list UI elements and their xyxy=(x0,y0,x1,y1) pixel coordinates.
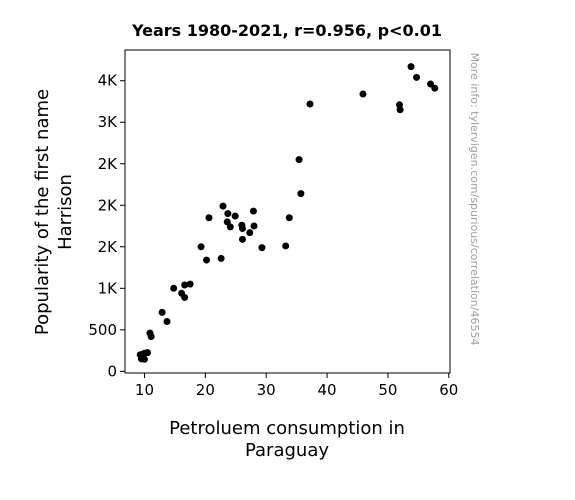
x-tick-label: 10 xyxy=(135,381,154,399)
data-point xyxy=(219,202,227,210)
data-point xyxy=(217,254,225,262)
data-point xyxy=(158,308,166,316)
data-point xyxy=(181,281,189,289)
data-point xyxy=(140,355,148,363)
data-point xyxy=(224,210,232,218)
y-tick-label: 1K xyxy=(98,279,119,297)
y-tick-label: 4K xyxy=(98,72,119,90)
data-point xyxy=(297,190,305,198)
y-tick-label: 2K xyxy=(98,196,119,214)
x-tick-label: 50 xyxy=(378,381,397,399)
y-axis-label-line-1: Popularity of the first name xyxy=(32,89,53,335)
x-axis-label-line-1: Petroluem consumption in xyxy=(169,418,405,439)
y-tick-label: 0 xyxy=(107,362,117,380)
data-point xyxy=(413,73,421,81)
data-point xyxy=(250,222,258,230)
x-tick-label: 30 xyxy=(257,381,276,399)
data-point xyxy=(163,318,171,326)
data-point xyxy=(203,256,211,264)
data-point xyxy=(431,84,439,92)
data-point xyxy=(396,106,404,114)
data-point xyxy=(295,156,303,164)
data-point xyxy=(249,207,257,215)
y-tick-label: 3K xyxy=(98,113,119,131)
y-tick-label: 500 xyxy=(88,321,117,339)
data-point xyxy=(205,214,213,222)
watermark-text: More info: tylervigen.com/spurious/corre… xyxy=(468,53,481,346)
y-tick-label: 2K xyxy=(98,155,119,173)
x-axis-label-line-2: Paraguay xyxy=(245,440,329,461)
x-axis: 10 20 30 40 50 60 xyxy=(135,373,458,399)
plot-area xyxy=(124,49,451,374)
data-point xyxy=(170,284,178,292)
data-point xyxy=(306,100,314,108)
data-point xyxy=(258,244,266,252)
data-point xyxy=(144,349,152,357)
data-point xyxy=(238,235,246,243)
data-point xyxy=(181,293,189,301)
x-tick-label: 20 xyxy=(196,381,215,399)
data-point xyxy=(238,225,246,233)
data-point xyxy=(186,280,194,288)
data-point xyxy=(197,243,205,251)
data-point xyxy=(359,90,367,98)
y-axis-label-line-2: Harrison xyxy=(55,174,76,250)
data-point xyxy=(285,214,293,222)
chart-title: Years 1980-2021, r=0.956, p<0.01 xyxy=(131,21,442,40)
data-point xyxy=(246,229,254,237)
data-points xyxy=(136,63,439,363)
data-point xyxy=(226,223,234,231)
data-point xyxy=(147,332,155,340)
y-axis: 0 500 1K 2K 2K 2K 3K 4K xyxy=(88,72,125,380)
x-tick-label: 40 xyxy=(318,381,337,399)
x-tick-label: 60 xyxy=(439,381,458,399)
data-point xyxy=(407,63,415,71)
data-point xyxy=(282,242,290,250)
data-point xyxy=(231,212,239,220)
y-tick-label: 2K xyxy=(98,238,119,256)
